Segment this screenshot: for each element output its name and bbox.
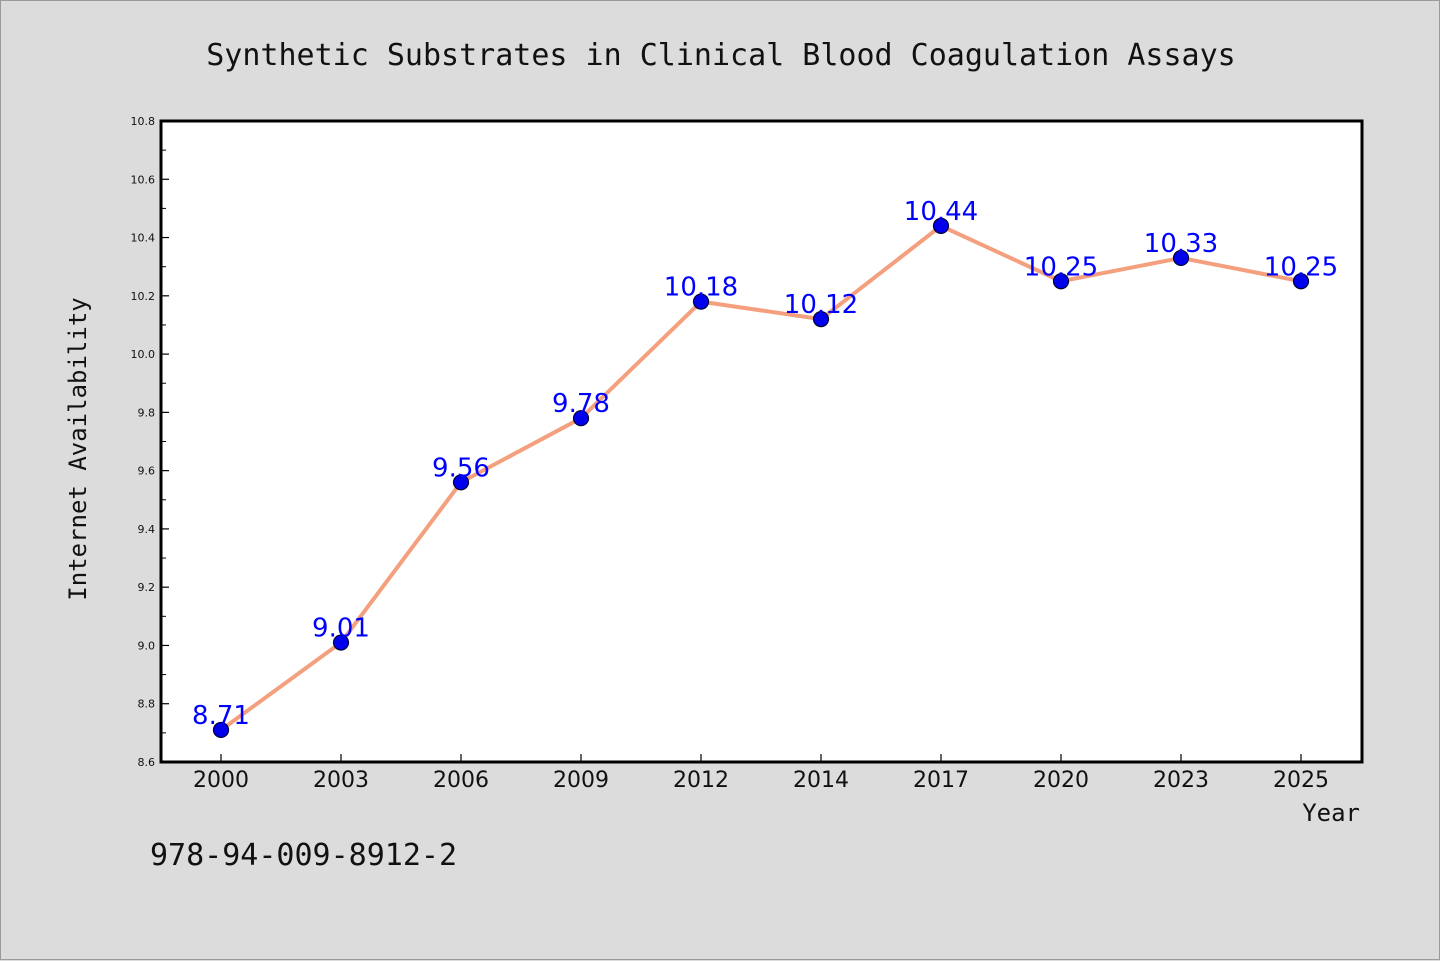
data-label: 10.25: [1264, 252, 1338, 282]
data-point: [812, 311, 830, 328]
y-tick-label: 8.6: [138, 756, 156, 769]
x-tick-label: 2023: [1153, 768, 1209, 793]
x-tick-label: 2025: [1273, 768, 1329, 793]
y-tick-label: 10.0: [131, 348, 156, 361]
y-tick-label: 10.2: [131, 290, 156, 303]
y-tick-label: 10.6: [131, 173, 156, 186]
data-point: [1172, 249, 1190, 267]
y-tick-label: 9.0: [138, 639, 156, 652]
data-label: 9.78: [552, 389, 610, 419]
x-tick-label: 2014: [793, 768, 849, 793]
x-tick-label: 2012: [673, 768, 729, 793]
y-tick-label: 8.8: [138, 698, 156, 711]
y-tick-label: 9.4: [138, 523, 156, 536]
data-label: 8.71: [192, 701, 250, 731]
data-labels: 8.71 9.01 9.56 9.78 10.18 10.12 10.44 10.25 10.3…: [192, 197, 1338, 731]
data-label: 10.18: [664, 273, 738, 303]
data-point: [1292, 273, 1310, 290]
data-point: [332, 634, 350, 651]
data-point: [572, 410, 590, 427]
x-tick-label: 2000: [193, 768, 249, 793]
chart-title: Synthetic Substrates in Clinical Blood C…: [206, 38, 1236, 73]
x-tick-label: 2009: [553, 768, 609, 793]
plot-area: [161, 121, 1362, 762]
plot-border: [159, 119, 1364, 764]
data-point: [212, 721, 230, 739]
y-tick-label: 9.8: [138, 406, 156, 419]
isbn-text: 978-94-009-8912-2: [150, 838, 457, 873]
x-axis: 2000 2003 2006 2009 2012 2014 2017 2020 2023 2025: [193, 754, 1329, 793]
series-line: [219, 223, 1303, 732]
y-tick-label: 10.8: [131, 115, 156, 128]
x-tick-label: 2006: [433, 768, 489, 793]
data-label: 9.01: [312, 614, 370, 644]
y-tick-label: 9.2: [138, 581, 156, 594]
data-label: 10.33: [1144, 229, 1218, 259]
x-tick-label: 2017: [913, 768, 969, 793]
data-point: [452, 474, 470, 491]
data-point: [692, 293, 710, 310]
data-point: [932, 217, 950, 234]
data-points: [212, 217, 1310, 739]
data-label: 9.56: [432, 453, 490, 483]
y-axis: 8.6 8.8 9.0 9.2 9.4 9.6 9.8 10.0 10.2 10.4 10.6 10.…: [131, 115, 169, 769]
y-tick-label: 9.6: [138, 465, 156, 478]
y-tick-label: 10.4: [131, 232, 156, 245]
x-tick-label: 2020: [1033, 768, 1089, 793]
data-label: 10.44: [904, 197, 978, 227]
data-label: 10.12: [784, 290, 858, 320]
y-axis-label: Internet Availability: [64, 297, 92, 600]
data-label: 10.25: [1024, 252, 1098, 282]
data-point: [1052, 273, 1070, 290]
x-axis-label: Year: [1302, 799, 1360, 827]
x-tick-label: 2003: [313, 768, 369, 793]
